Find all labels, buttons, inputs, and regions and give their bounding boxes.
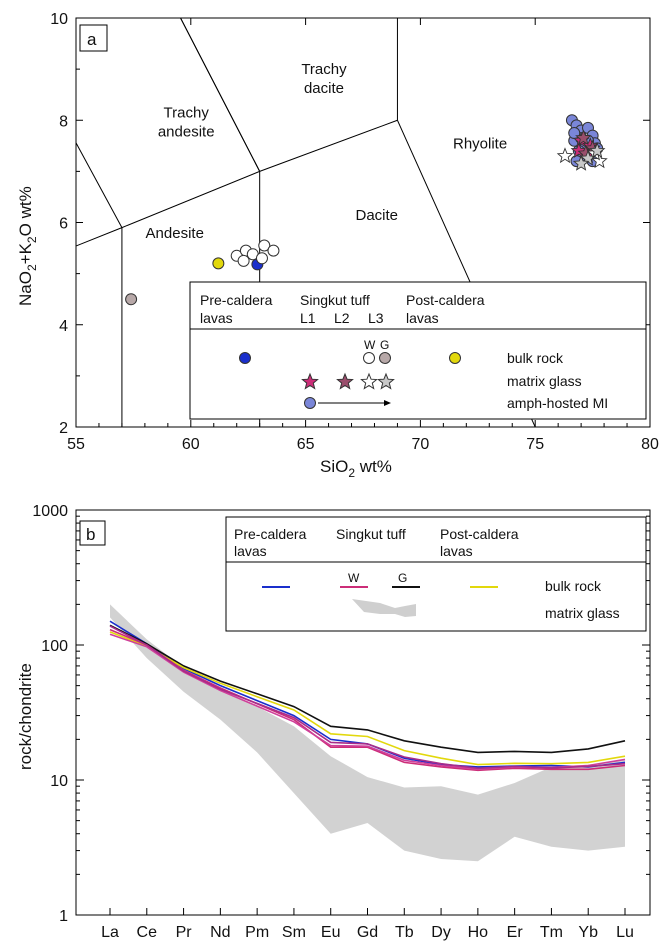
tas-legend-pre-bulk <box>240 353 251 364</box>
tas-field-label-1-0: Trachy <box>301 61 347 78</box>
panel-a-label: a <box>87 30 97 49</box>
tas-field-boundaries <box>7 0 581 529</box>
tas-diagram-panel: 55 60 65 70 75 80 2 4 6 8 10 Trachy andesite Trachy d… <box>7 0 659 529</box>
ree-x-tick-label-5: Sm <box>282 924 306 941</box>
ree-y-tick-label-3: 1000 <box>32 503 68 520</box>
ree-line-3 <box>110 630 625 771</box>
tas-field-label-0-1: andesite <box>158 124 215 141</box>
tas-legend: Pre-caldera lavas Singkut tuff L1 L2 L3 … <box>190 282 646 419</box>
ree-legend-w: W <box>348 571 360 585</box>
tas-legend-g: G <box>380 338 389 352</box>
tas-legend-group-l1: L1 <box>300 310 316 326</box>
tas-legend-w: W <box>364 338 376 352</box>
ree-x-tick-label-6: Eu <box>321 924 341 941</box>
tas-legend-group-l2: L2 <box>334 310 350 326</box>
tas-x-tick-label-0: 55 <box>67 436 85 453</box>
ree-bulk-rock-lines <box>110 621 625 770</box>
tas-point-3-4 <box>268 245 279 256</box>
tas-legend-group-post: Post-caldera <box>406 292 485 308</box>
ree-legend-group-singkut: Singkut tuff <box>336 526 406 542</box>
ree-line-4 <box>110 634 625 769</box>
ree-x-tick-label-12: Tm <box>540 924 563 941</box>
tas-field-label-3-0: Dacite <box>356 207 399 224</box>
tas-y-tick-label-0: 2 <box>59 420 68 437</box>
ree-x-tick-label-1: Ce <box>137 924 158 941</box>
ree-y-axis-label: rock/chondrite <box>16 663 35 770</box>
ree-x-tick-label-9: Dy <box>431 924 451 941</box>
ree-x-tick-label-11: Er <box>507 924 524 941</box>
tas-x-tick-label-4: 75 <box>526 436 544 453</box>
ree-glass-band-area <box>110 604 625 861</box>
tas-field-label-1-1: dacite <box>304 80 344 97</box>
ree-x-tick-label-14: Lu <box>616 924 634 941</box>
ree-x-tick-label-4: Pm <box>245 924 269 941</box>
tas-point-3-6 <box>256 253 267 264</box>
tas-y-tick-label-2: 6 <box>59 216 68 233</box>
tas-legend-w-bulk <box>364 353 375 364</box>
tas-point-3-5 <box>238 255 249 266</box>
tas-legend-row-glass: matrix glass <box>507 373 582 389</box>
tas-x-tick-label-5: 80 <box>641 436 659 453</box>
ree-legend-group-pre: Pre-caldera <box>234 526 307 542</box>
tas-legend-row-bulk: bulk rock <box>507 350 564 366</box>
tas-legend-post-bulk <box>450 353 461 364</box>
ree-x-tick-label-7: Gd <box>357 924 378 941</box>
tas-y-tick-label-4: 10 <box>50 11 68 28</box>
tas-point-1-0 <box>213 258 224 269</box>
ree-y-tick-label-0: 1 <box>59 908 68 925</box>
tas-x-tick-label-1: 60 <box>182 436 200 453</box>
ree-y-tick-label-2: 100 <box>41 638 68 655</box>
tas-legend-group-post-2: lavas <box>406 310 439 326</box>
tas-x-tick-label-3: 70 <box>412 436 430 453</box>
ree-x-tick-label-3: Nd <box>210 924 230 941</box>
tas-x-axis-label: SiO2 wt% <box>320 457 392 480</box>
tas-legend-g-bulk <box>380 353 391 364</box>
ree-matrix-glass-band <box>110 604 625 861</box>
ree-legend: Pre-caldera lavas Singkut tuff Post-cald… <box>226 517 646 631</box>
tas-y-axis-label: NaO2+K2O wt% <box>16 186 39 306</box>
panel-b-label: b <box>86 525 95 544</box>
tas-field-labels: Trachy andesite Trachy dacite Rhyolite Dacite… <box>146 61 508 242</box>
tas-legend-group-pre: Pre-caldera <box>200 292 273 308</box>
ree-spider-panel: La Ce Pr Nd Pm Sm Eu Gd Tb Dy Ho Er Tm Yb Lu 1 10 100 1000… <box>16 503 650 941</box>
tas-star-7-0 <box>558 149 572 163</box>
tas-legend-mi <box>305 398 316 409</box>
tas-y-tick-label-1: 4 <box>59 318 68 335</box>
ree-x-tick-label-8: Tb <box>395 924 414 941</box>
tas-x-tick-label-2: 65 <box>297 436 315 453</box>
ree-x-tick-label-0: La <box>101 924 119 941</box>
tas-field-label-4-0: Andesite <box>146 225 204 242</box>
tas-boundary-3 <box>260 120 398 171</box>
tas-legend-group-l3: L3 <box>368 310 384 326</box>
tas-point-2-0 <box>126 294 137 305</box>
tas-field-label-0-0: Trachy <box>164 105 210 122</box>
tas-legend-group-pre-2: lavas <box>200 310 233 326</box>
tas-field-label-2-0: Rhyolite <box>453 135 507 152</box>
tas-legend-row-mi: amph-hosted MI <box>507 395 608 411</box>
tas-boundary-6 <box>136 0 260 171</box>
ree-legend-group-pre-2: lavas <box>234 543 267 559</box>
ree-x-tick-label-10: Ho <box>468 924 489 941</box>
ree-legend-row-bulk: bulk rock <box>545 578 602 594</box>
ree-legend-g: G <box>398 571 407 585</box>
tas-boundary-9 <box>28 54 122 228</box>
ree-x-tick-label-2: Pr <box>176 924 193 941</box>
ree-y-tick-label-1: 10 <box>50 773 68 790</box>
ree-legend-group-post: Post-caldera <box>440 526 519 542</box>
tas-boundary-10 <box>136 0 260 171</box>
ree-legend-row-glass: matrix glass <box>545 605 620 621</box>
tas-y-tick-label-3: 8 <box>59 113 68 130</box>
tas-legend-group-singkut: Singkut tuff <box>300 292 370 308</box>
ree-x-tick-label-13: Yb <box>578 924 598 941</box>
ree-legend-group-post-2: lavas <box>440 543 473 559</box>
tas-boundary-1 <box>122 171 260 227</box>
